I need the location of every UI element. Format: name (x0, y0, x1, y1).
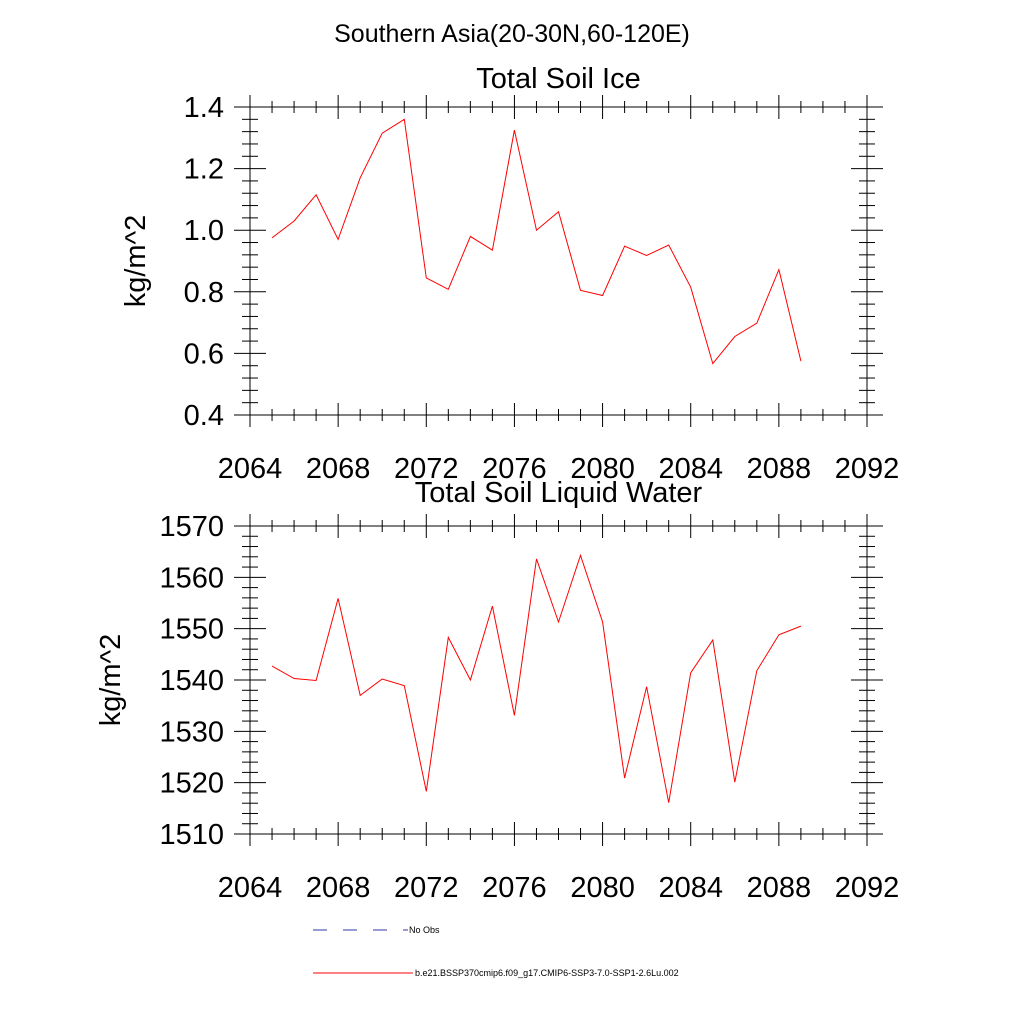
x-tick-label: 2080 (570, 453, 635, 485)
y-tick-label: 1520 (159, 768, 224, 800)
legend-label-model-run: b.e21.BSSP370cmip6.f09_g17.CMIP6-SSP3-7.… (415, 968, 679, 978)
y-axis-label: kg/m^2 (120, 215, 152, 308)
x-tick-label: 2084 (658, 872, 723, 904)
chart-panel-total-soil-ice: Total Soil Ice kg/m^2 2064 2068 2072 2076 2080… (120, 63, 899, 485)
plot-frame (249, 106, 868, 416)
x-tick-label: 2076 (482, 453, 547, 485)
series-line (271, 553, 802, 803)
y-tick-label: 1.4 (184, 92, 224, 124)
chart-panel-total-soil-liquid-water: Total Soil Liquid Water kg/m^2 2064 2068 207… (95, 477, 899, 904)
series-line (271, 118, 802, 365)
y-tick-label: 1560 (159, 562, 224, 594)
x-tick-label: 2080 (570, 872, 635, 904)
figure-main-title: Southern Asia(20-30N,60-120E) (334, 20, 690, 48)
x-tick-label: 2088 (747, 872, 812, 904)
legend: No Obs b.e21.BSSP370cmip6.f09_g17.CMIP6-… (313, 925, 679, 978)
x-tick-label: 2092 (835, 872, 900, 904)
y-tick-label: 1570 (159, 511, 224, 543)
legend-label-no-obs: No Obs (409, 925, 440, 935)
x-tick-label: 2068 (306, 872, 371, 904)
x-tick-label: 2092 (835, 453, 900, 485)
y-tick-label: 1530 (159, 716, 224, 748)
x-tick-label: 2068 (306, 453, 371, 485)
y-tick-label: 0.4 (184, 400, 224, 432)
y-tick-label: 0.6 (184, 338, 224, 370)
chart-title: Total Soil Liquid Water (415, 477, 703, 509)
x-tick-label: 2076 (482, 872, 547, 904)
y-tick-label: 1510 (159, 819, 224, 851)
y-tick-label: 0.8 (184, 277, 224, 309)
y-tick-label: 1.0 (184, 215, 224, 247)
x-tick-label: 2072 (394, 872, 459, 904)
x-tick-label: 2072 (394, 453, 459, 485)
x-tick-label: 2064 (218, 872, 283, 904)
y-tick-label: 1.2 (184, 154, 224, 186)
x-tick-label: 2088 (747, 453, 812, 485)
y-axis-label: kg/m^2 (95, 634, 127, 727)
x-tick-label: 2064 (218, 453, 283, 485)
chart-title: Total Soil Ice (476, 63, 640, 95)
plot-frame (249, 525, 868, 835)
y-tick-label: 1550 (159, 614, 224, 646)
x-tick-label: 2084 (658, 453, 723, 485)
y-tick-label: 1540 (159, 665, 224, 697)
